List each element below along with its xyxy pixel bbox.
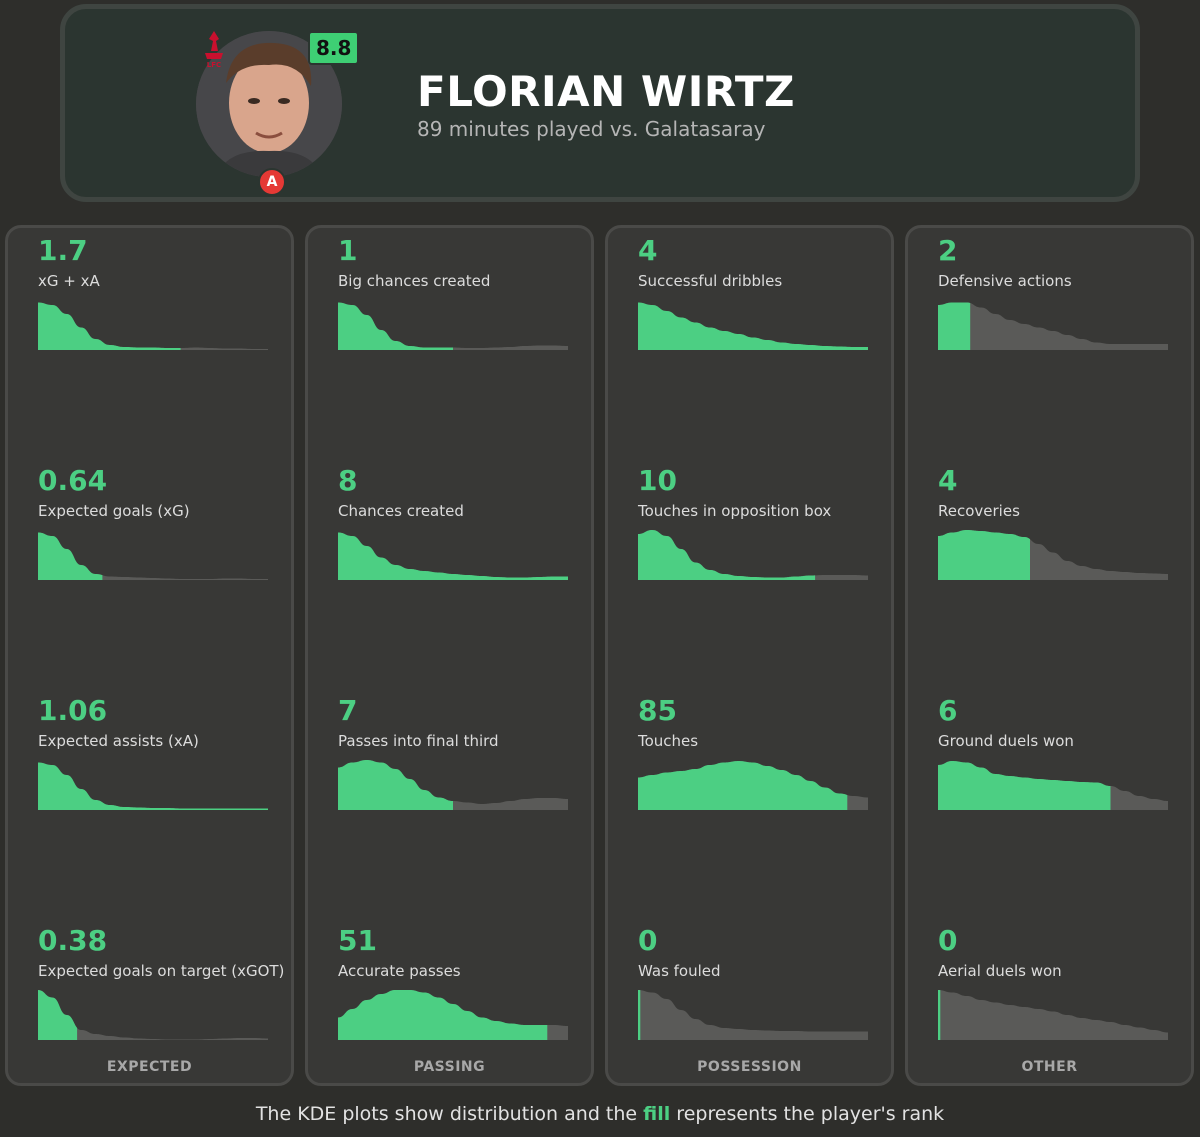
kde-rank-fill: [638, 302, 868, 350]
kde-rank-fill: [638, 530, 816, 580]
stat-label: Big chances created: [338, 272, 491, 290]
stat-label: Passes into final third: [338, 732, 499, 750]
category-label: POSSESSION: [697, 1059, 802, 1075]
kde-rank-fill: [338, 532, 568, 580]
footer-text-before: The KDE plots show distribution and the: [255, 1103, 644, 1125]
stat-label: Ground duels won: [938, 732, 1074, 750]
kde-plot: [638, 761, 868, 810]
stat-value: 2: [938, 234, 958, 267]
stat-label: Successful dribbles: [638, 272, 783, 290]
kde-plot: [938, 530, 1168, 580]
stat-value: 0.64: [38, 464, 108, 497]
stat-label: Defensive actions: [938, 272, 1072, 290]
stat-label: Aerial duels won: [938, 962, 1062, 980]
kde-rank-fill: [338, 302, 453, 350]
kde-rank-fill: [38, 532, 103, 580]
stat-value: 7: [338, 694, 358, 727]
category-label: PASSING: [413, 1059, 486, 1075]
stat-label: xG + xA: [38, 272, 100, 290]
kde-plot: [638, 530, 868, 580]
panel-other: 2 Defensive actions 4 Recoveries 6 Ground due…: [905, 225, 1194, 1086]
category-label: OTHER: [1021, 1059, 1078, 1075]
stat-value: 6: [938, 694, 958, 727]
panel-passing: 1 Big chances created 8 Chances created 7 Pas…: [305, 225, 594, 1086]
kde-rank-fill: [338, 990, 548, 1040]
stat-value: 1.7: [38, 234, 88, 267]
category-label: EXPECTED: [106, 1059, 193, 1075]
kde-rank-fill: [38, 762, 268, 810]
stat-value: 51: [338, 924, 377, 957]
stat-value: 1.06: [38, 694, 108, 727]
kde-rank-fill: [938, 761, 1111, 810]
kde-plot: [38, 532, 268, 580]
stat-label: Touches in opposition box: [638, 502, 832, 520]
kde-plot: [638, 302, 868, 350]
kde-plot: [38, 302, 268, 350]
player-header-card: LFC 8.8 A FLORIAN WIRTZ 89 minutes playe…: [60, 4, 1140, 202]
kde-plot: [38, 762, 268, 810]
kde-distribution-area: [638, 990, 868, 1040]
panel-expected: 1.7 xG + xA 0.64 Expected goals (xG) 1.06 Exp…: [5, 225, 294, 1086]
position-badge: A: [258, 168, 286, 196]
kde-distribution-area: [938, 990, 1168, 1040]
kde-plot: [938, 990, 1168, 1040]
stat-value: 8: [338, 464, 358, 497]
match-subtitle: 89 minutes played vs. Galatasaray: [417, 117, 766, 141]
kde-plot: [338, 302, 568, 350]
kde-plot: [338, 990, 568, 1040]
kde-rank-fill: [638, 761, 848, 810]
footer-text-after: represents the player's rank: [670, 1103, 945, 1125]
kde-rank-fill: [938, 302, 971, 350]
stat-value: 4: [938, 464, 958, 497]
kde-rank-fill: [938, 530, 1030, 580]
stat-label: Touches: [638, 732, 699, 750]
rating-badge: 8.8: [308, 31, 360, 65]
kde-rank-fill: [338, 760, 453, 810]
footer-fill-word: fill: [643, 1103, 671, 1125]
svg-text:LFC: LFC: [207, 61, 221, 69]
stat-label: Accurate passes: [338, 962, 461, 980]
kde-plot: [938, 761, 1168, 810]
kde-plot: [638, 990, 868, 1040]
kde-rank-fill: [38, 302, 181, 350]
stat-label: Expected assists (xA): [38, 732, 199, 750]
stat-value: 4: [638, 234, 658, 267]
stat-label: Expected goals on target (xGOT): [38, 962, 285, 980]
club-crest-icon: LFC: [199, 29, 229, 73]
stat-value: 0: [638, 924, 658, 957]
kde-rank-fill: [638, 990, 641, 1040]
stat-label: Chances created: [338, 502, 464, 520]
stat-label: Recoveries: [938, 502, 1020, 520]
player-name: FLORIAN WIRTZ: [417, 67, 795, 116]
kde-plot: [338, 760, 568, 810]
kde-plot: [938, 302, 1168, 350]
stat-value: 85: [638, 694, 677, 727]
stat-value: 0.38: [38, 924, 108, 957]
kde-rank-fill: [38, 990, 78, 1040]
stat-value: 0: [938, 924, 958, 957]
stat-value: 10: [638, 464, 677, 497]
kde-rank-fill: [938, 990, 941, 1040]
kde-distribution-area: [938, 302, 1168, 350]
stat-label: Was fouled: [638, 962, 721, 980]
footer-note: The KDE plots show distribution and the …: [0, 1103, 1200, 1125]
stat-value: 1: [338, 234, 358, 267]
kde-plot: [38, 990, 268, 1040]
kde-plot: [338, 532, 568, 580]
stat-label: Expected goals (xG): [38, 502, 190, 520]
panel-possession: 4 Successful dribbles 10 Touches in opposit…: [605, 225, 894, 1086]
